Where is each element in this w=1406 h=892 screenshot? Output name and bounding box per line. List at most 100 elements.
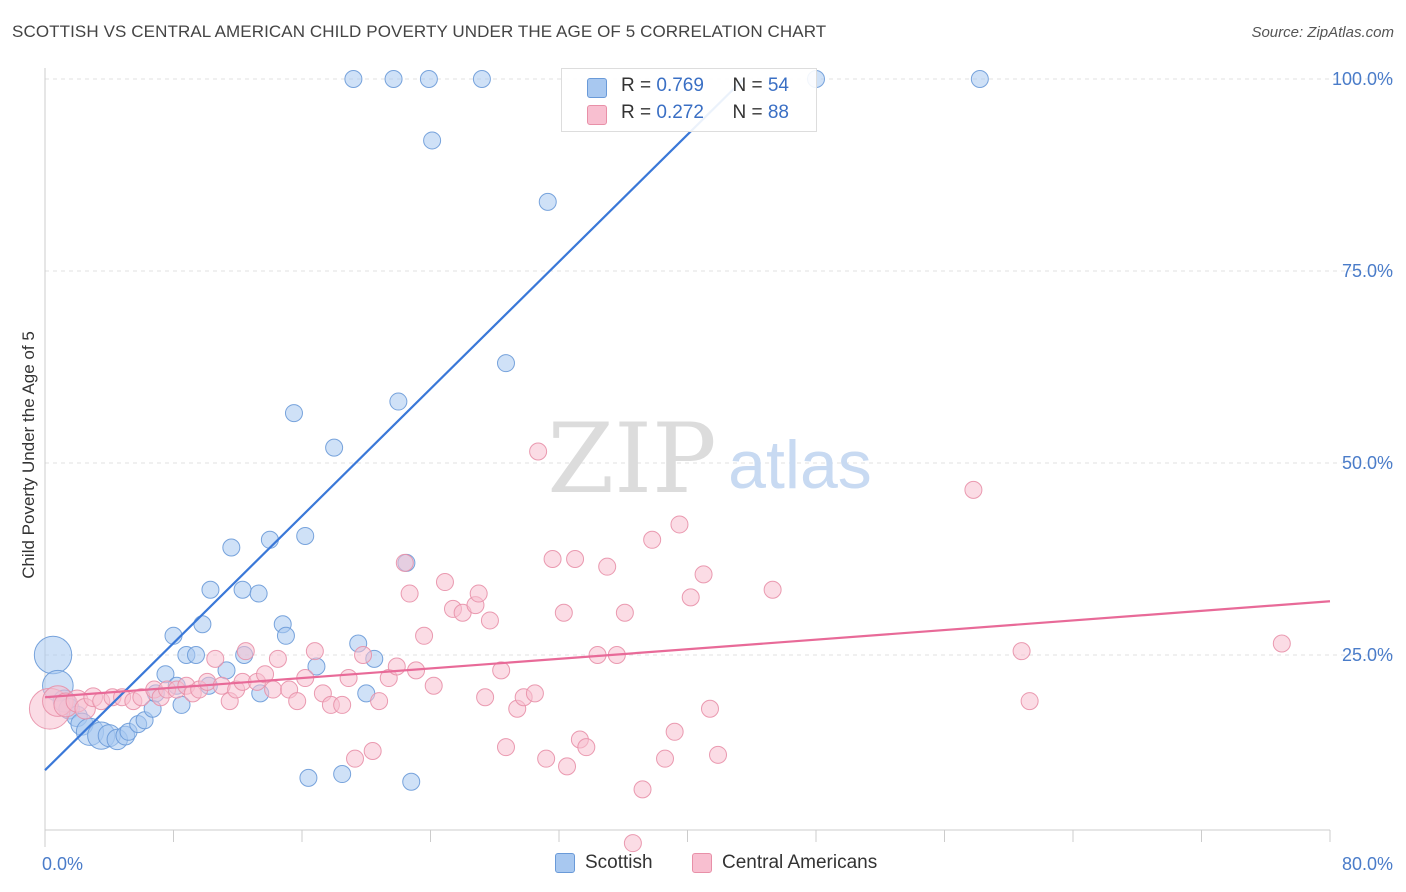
chart-title: SCOTTISH VS CENTRAL AMERICAN CHILD POVER… — [12, 22, 827, 41]
central-americans-point — [1012, 642, 1031, 661]
legend-n-label: N = — [732, 102, 768, 123]
scottish-point — [333, 765, 352, 784]
central-americans-point — [1272, 634, 1291, 653]
central-americans-point — [598, 557, 617, 576]
central-americans-point — [709, 745, 728, 764]
y-tick-label: 50.0% — [1342, 453, 1393, 473]
scottish-point — [233, 580, 252, 599]
central-americans-point — [633, 780, 652, 799]
legend-swatch-central-americans — [587, 105, 607, 125]
central-americans-point — [529, 442, 548, 461]
central-americans-point — [424, 676, 443, 695]
legend-r-value: 0.769 — [656, 75, 704, 96]
scottish-point — [249, 584, 268, 603]
scottish-point — [299, 768, 318, 787]
scottish-point — [538, 192, 557, 211]
central-americans-point — [268, 649, 287, 668]
central-americans-point — [305, 642, 324, 661]
central-americans-point — [395, 553, 414, 572]
central-americans-point — [435, 573, 454, 592]
central-americans-point — [288, 692, 307, 711]
scottish-point — [260, 530, 279, 549]
central-americans-point — [264, 680, 283, 699]
scottish-point — [201, 580, 220, 599]
scottish-point — [970, 70, 989, 88]
central-americans-point — [615, 603, 634, 622]
central-americans-point — [554, 603, 573, 622]
stats-legend: R = 0.769 N = 54 R = 0.272 N = 88 — [561, 68, 817, 132]
central-americans-point — [492, 661, 511, 680]
bottom-legend-label-scottish: Scottish — [585, 852, 653, 873]
chart-source: Source: ZipAtlas.com — [1251, 24, 1394, 41]
y-tick-label: 75.0% — [1342, 261, 1393, 281]
central-americans-point — [577, 738, 596, 757]
central-americans-point — [333, 695, 352, 714]
central-americans-point — [496, 738, 515, 757]
central-americans-point — [623, 834, 642, 853]
legend-n-label: N = — [732, 75, 768, 96]
central-americans-point — [525, 684, 544, 703]
central-americans-point — [206, 649, 225, 668]
legend-r-label: R = — [621, 75, 657, 96]
scottish-point — [193, 615, 212, 634]
bottom-legend-swatch-scottish — [555, 853, 575, 873]
central-americans-point — [370, 692, 389, 711]
scottish-point — [296, 526, 315, 545]
y-tick-label: 25.0% — [1342, 645, 1393, 665]
scottish-trend-line — [44, 78, 745, 771]
scottish-point — [284, 404, 303, 423]
central-americans-point — [537, 749, 556, 768]
central-americans-point — [681, 588, 700, 607]
scottish-point — [222, 538, 241, 557]
central-americans-point — [700, 699, 719, 718]
central-americans-point — [256, 665, 275, 684]
watermark-atlas: atlas — [728, 427, 872, 503]
central-americans-point — [480, 611, 499, 630]
central-americans-point — [400, 584, 419, 603]
legend-n-value: 54 — [767, 75, 789, 96]
watermark-zip: ZIP — [547, 403, 716, 515]
legend-swatch-scottish — [587, 78, 607, 98]
central-americans-point — [763, 580, 782, 599]
y-tick-label: 100.0% — [1332, 69, 1393, 89]
central-americans-point — [476, 688, 495, 707]
legend-n-value: 88 — [767, 102, 789, 123]
central-americans-point — [566, 550, 585, 568]
y-axis-title: Child Poverty Under the Age of 5 — [19, 331, 38, 579]
central-americans-point — [670, 515, 689, 534]
scottish-point — [472, 70, 491, 88]
scottish-point — [496, 354, 515, 373]
scottish-point — [33, 635, 73, 675]
central-americans-point — [469, 584, 488, 603]
central-americans-point — [665, 722, 684, 741]
scottish-point — [344, 70, 363, 88]
central-americans-point — [346, 749, 365, 768]
central-americans-point — [339, 669, 358, 688]
central-americans-point — [1020, 692, 1039, 711]
trend-lines — [44, 78, 1331, 771]
central-americans-point — [543, 550, 562, 568]
scottish-point — [276, 626, 295, 645]
x-tick-label-min: 0.0% — [42, 854, 83, 874]
legend-r-label: R = — [621, 102, 657, 123]
central-americans-point — [363, 742, 382, 760]
central-americans-point — [354, 646, 373, 664]
central-americans-point — [964, 480, 983, 499]
bottom-legend-label-central-americans: Central Americans — [722, 852, 878, 873]
scottish-point — [402, 772, 421, 791]
tick-labels: 25.0% 50.0% 75.0% 100.0% 0.0% 80.0% — [42, 69, 1393, 874]
scottish-point — [419, 70, 438, 88]
scottish-point — [389, 392, 408, 411]
scottish-point — [325, 438, 344, 457]
legend-r-value: 0.272 — [656, 102, 704, 123]
central-americans-trend-line — [44, 600, 1331, 699]
central-americans-point — [236, 642, 255, 661]
central-americans-point — [643, 530, 662, 549]
central-americans-point — [694, 565, 713, 584]
central-americans-point — [558, 757, 577, 776]
x-tick-label-max: 80.0% — [1342, 854, 1393, 874]
central-americans-point — [656, 749, 675, 768]
bottom-legend-swatch-central-americans — [692, 853, 712, 873]
central-americans-point — [415, 626, 434, 645]
